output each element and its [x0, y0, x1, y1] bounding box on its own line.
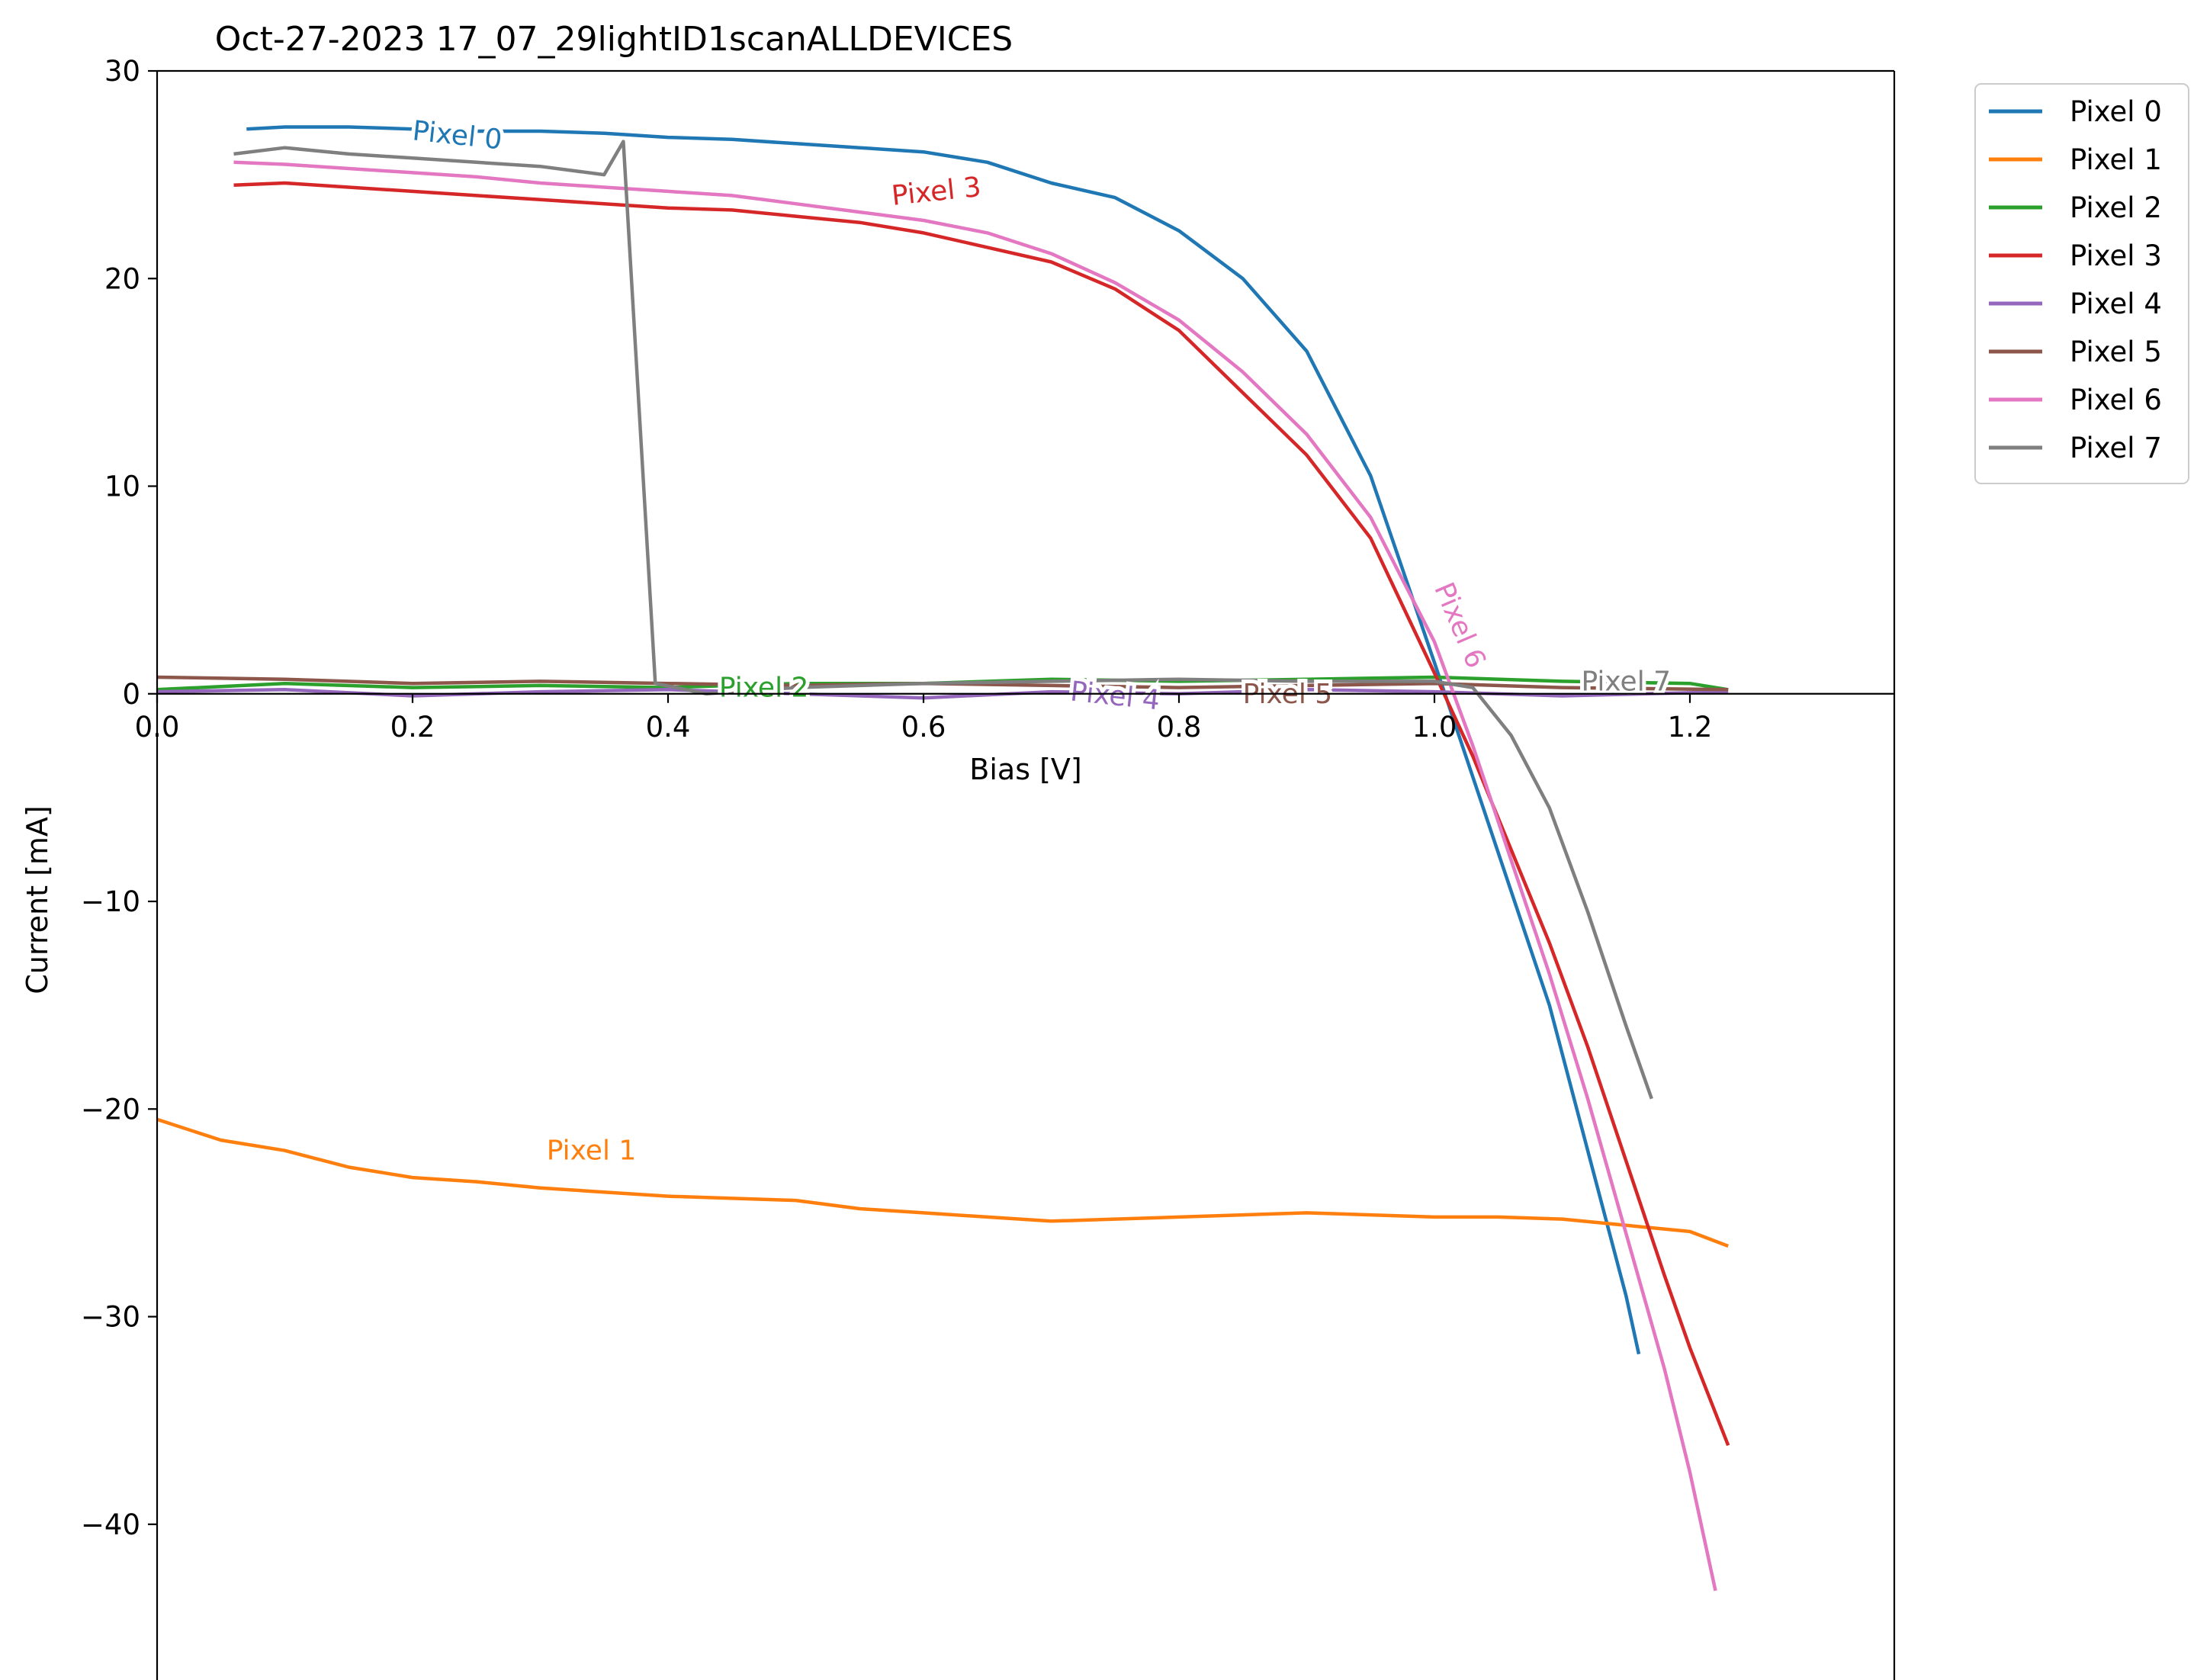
x-tick-label: 0.4: [646, 711, 691, 744]
x-tick-label: 0.6: [901, 711, 946, 744]
legend-entry-pixel-7: Pixel 7: [2070, 432, 2162, 464]
legend-entry-pixel-1: Pixel 1: [2070, 143, 2162, 176]
y-tick-label: 0: [122, 678, 140, 711]
inline-label-pixel-2: Pixel 2: [719, 673, 809, 704]
y-tick-label: −40: [81, 1508, 140, 1541]
plot-lines: [156, 125, 1730, 1592]
x-tick-label: 1.0: [1412, 711, 1457, 744]
inline-label-pixel-1: Pixel 1: [547, 1136, 637, 1167]
series-line-pixel-1: [156, 1117, 1730, 1248]
x-tick-label: 0.8: [1157, 711, 1202, 744]
y-tick-label: −30: [81, 1301, 140, 1334]
y-tick-label: −20: [81, 1093, 140, 1126]
legend-box: [1974, 83, 2189, 484]
legend-entry-pixel-2: Pixel 2: [2070, 191, 2162, 224]
x-axis-label: Bias [V]: [969, 753, 1081, 786]
x-tick-label: 1.2: [1668, 711, 1713, 744]
x-ticks: 0.0 0.2 0.4 0.6 0.8 1.0 1.2: [135, 693, 1713, 744]
y-tick-label: 30: [104, 55, 140, 88]
legend: Pixel 0 Pixel 1 Pixel 2 Pixel 3 Pixel 4 Pixel…: [1974, 83, 2189, 484]
y-tick-label: 10: [104, 471, 140, 503]
legend-entry-pixel-4: Pixel 4: [2070, 287, 2162, 320]
y-axis-label: Current [mA]: [21, 805, 54, 994]
series-line-pixel-7: [233, 140, 1653, 1100]
inline-label-pixel-6: Pixel 6: [1428, 578, 1492, 673]
series-line-pixel-3: [233, 181, 1730, 1447]
inline-label-pixel-0: Pixel 0: [411, 115, 503, 156]
legend-entry-pixel-3: Pixel 3: [2070, 239, 2162, 272]
y-ticks: 30 20 10 0 −10 −20 −30 −40: [81, 55, 157, 1541]
chart-title: Oct-27-2023 17_07_29lightID1scanALLDEVIC…: [215, 20, 1013, 59]
legend-entry-pixel-5: Pixel 5: [2070, 336, 2162, 368]
y-tick-label: 20: [104, 262, 140, 295]
legend-entry-pixel-6: Pixel 6: [2070, 384, 2162, 416]
x-tick-label: 0.0: [135, 711, 180, 744]
series-line-pixel-0: [246, 125, 1641, 1355]
y-tick-label: −10: [81, 885, 140, 918]
x-tick-label: 0.2: [390, 711, 435, 744]
inline-label-pixel-7: Pixel 7: [1581, 666, 1671, 697]
inline-label-pixel-3: Pixel 3: [890, 172, 982, 212]
series-line-pixel-6: [233, 160, 1717, 1592]
legend-entry-pixel-0: Pixel 0: [2070, 95, 2162, 128]
